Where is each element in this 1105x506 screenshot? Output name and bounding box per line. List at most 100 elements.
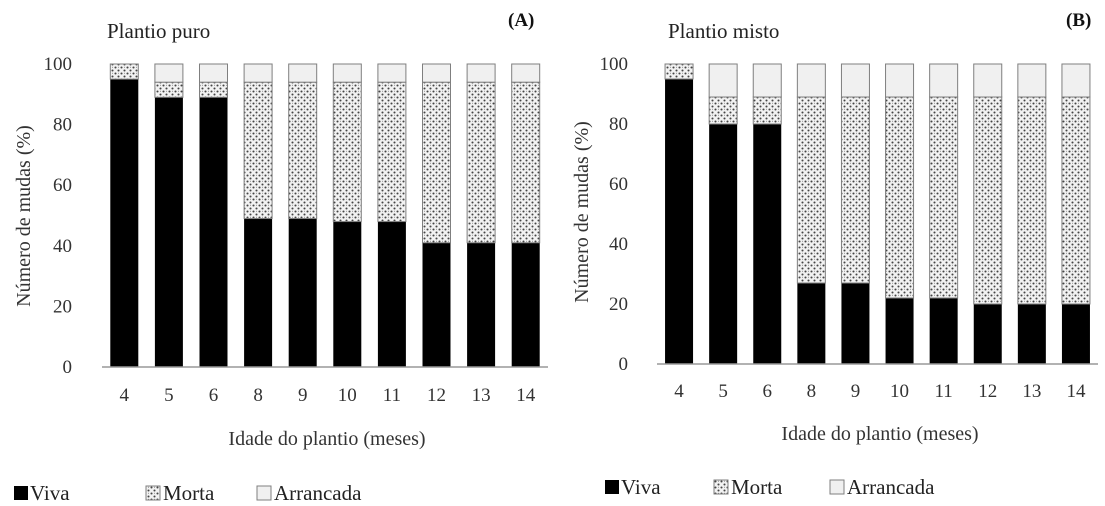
panel-b-x-tick-label: 11 — [935, 381, 953, 402]
panel-a-bar-morta-10 — [332, 81, 362, 223]
panel-a-bar-morta-14 — [511, 81, 541, 244]
panel-b-x-tick-label: 9 — [851, 381, 861, 402]
panel-a-x-axis-title: Idade do plantio (meses) — [228, 428, 425, 450]
panel-b-bar-viva-13 — [1017, 304, 1046, 364]
panel-b-bar-morta-6 — [752, 96, 782, 125]
panel-b-x-tick-label: 12 — [978, 381, 997, 402]
panel-a-x-tick-label: 4 — [120, 385, 130, 406]
panel-a-bar-arrancada-6 — [199, 63, 228, 83]
panel-b-title: Plantio misto — [668, 19, 779, 43]
panel-b-bar-arrancada-6 — [752, 63, 782, 98]
panel-b-y-tick-label: 100 — [600, 54, 629, 75]
panel-a-x-tick-label: 11 — [383, 385, 401, 406]
panel-a-bar-viva-6 — [199, 97, 228, 367]
panel-b-bar-arrancada-8 — [796, 63, 826, 98]
panel-a-y-tick-label: 20 — [53, 296, 72, 317]
panel-b-bar-morta-10 — [885, 96, 915, 299]
panel-a-x-tick-label: 10 — [338, 385, 357, 406]
panel-a-bar-viva-8 — [244, 218, 273, 367]
panel-b-bar-morta-9 — [840, 96, 870, 284]
panel-b-bar-arrancada-12 — [973, 63, 1003, 98]
panel-a-bar-morta-5 — [154, 81, 184, 98]
legend-a-viva-label: Viva — [30, 481, 70, 505]
legend-b-viva-swatch — [605, 480, 619, 494]
panel-b-bar-morta-5 — [708, 96, 738, 125]
legend-b-morta-swatch — [713, 479, 729, 495]
panel-b-bar-arrancada-14 — [1061, 63, 1091, 98]
panel-a-bar-morta-13 — [466, 81, 496, 244]
panel-a-title: Plantio puro — [107, 19, 210, 43]
panel-b-plot: 0 20 40 60 80 100 4 5 6 8 9 10 11 12 13 14 — [600, 54, 1098, 402]
panel-a-y-tick-label: 100 — [44, 54, 73, 75]
legend-a-arrancada-label: Arrancada — [274, 481, 362, 505]
panel-b-y-tick-label: 20 — [609, 294, 628, 315]
panel-b-bar-viva-10 — [885, 298, 914, 364]
panel-a-bar-arrancada-8 — [243, 63, 273, 83]
panel-a-x-tick-label: 14 — [516, 385, 536, 406]
panel-b-bar-viva-14 — [1061, 304, 1090, 364]
panel-a-x-tick-label: 8 — [253, 385, 263, 406]
panel-a-label: (A) — [508, 10, 534, 31]
panel-b-bar-morta-8 — [796, 96, 826, 284]
panel-a: Plantio puro (A) 0 20 40 60 80 100 4 5 6 8 9 10 11 12… — [13, 10, 548, 450]
panel-b-y-tick-label: 40 — [609, 234, 628, 255]
panel-b-x-tick-label: 14 — [1066, 381, 1086, 402]
legend-b-viva-label: Viva — [621, 475, 661, 499]
panel-a-bar-viva-12 — [422, 242, 451, 367]
panel-a-bar-morta-9 — [288, 81, 318, 220]
panel-b-y-tick-label: 0 — [619, 354, 629, 375]
panel-a-x-tick-label: 5 — [164, 385, 174, 406]
panel-a-bar-morta-8 — [243, 81, 273, 220]
panel-b-bar-morta-12 — [973, 96, 1003, 305]
panel-b-bar-viva-6 — [753, 124, 782, 364]
legend-b-morta-label: Morta — [731, 475, 783, 499]
panel-a-bar-arrancada-9 — [288, 63, 318, 83]
panel-b-x-tick-label: 13 — [1022, 381, 1041, 402]
panel-a-bar-viva-10 — [333, 221, 362, 367]
panel-a-bar-viva-13 — [467, 242, 496, 367]
panel-a-y-tick-label: 60 — [53, 175, 72, 196]
panel-b: Plantio misto (B) 0 20 40 60 80 100 4 5 6 8 9 10 11 1… — [571, 10, 1098, 445]
panel-b-bar-viva-12 — [973, 304, 1002, 364]
legend-a-morta-swatch — [145, 485, 161, 501]
legend-b-arrancada-swatch — [829, 479, 845, 495]
panel-a-bar-arrancada-13 — [466, 63, 496, 83]
panel-a-x-tick-label: 9 — [298, 385, 308, 406]
panel-a-bar-viva-4 — [110, 79, 139, 368]
panel-b-y-axis-title: Número de mudas (%) — [571, 121, 593, 303]
panel-a-bar-morta-12 — [422, 81, 451, 244]
panel-b-bar-morta-14 — [1061, 96, 1091, 305]
panel-a-bar-arrancada-5 — [154, 63, 184, 83]
panel-b-bar-viva-4 — [665, 79, 694, 364]
panel-b-bar-morta-13 — [1017, 96, 1047, 305]
panel-b-x-tick-label: 10 — [890, 381, 909, 402]
panel-a-bar-viva-14 — [511, 242, 540, 367]
panel-a-bar-morta-4 — [109, 63, 139, 80]
panel-a-bar-viva-5 — [154, 97, 183, 367]
panel-a-y-tick-label: 80 — [53, 115, 72, 136]
panel-b-x-axis-title: Idade do plantio (meses) — [781, 423, 978, 445]
panel-a-bar-morta-11 — [377, 81, 407, 223]
panel-b-x-tick-label: 5 — [718, 381, 728, 402]
legend-a-viva-swatch — [14, 486, 28, 500]
panel-b-bar-arrancada-9 — [840, 63, 870, 98]
panel-a-bar-viva-11 — [377, 221, 406, 367]
panel-a-x-tick-label: 6 — [209, 385, 219, 406]
panel-b-x-tick-label: 4 — [674, 381, 684, 402]
panel-b-bar-viva-11 — [929, 298, 958, 364]
panel-a-x-tick-label: 13 — [472, 385, 491, 406]
panel-b-x-tick-label: 8 — [807, 381, 817, 402]
panel-a-y-axis-title: Número de mudas (%) — [13, 125, 35, 307]
panel-b-y-tick-label: 80 — [609, 114, 628, 135]
panel-a-bar-arrancada-14 — [511, 63, 541, 83]
panel-b-label: (B) — [1066, 10, 1091, 31]
panel-a-y-tick-label: 40 — [53, 236, 72, 257]
panel-b-bar-viva-9 — [841, 283, 870, 364]
panel-b-bar-viva-5 — [709, 124, 738, 364]
panel-a-y-tick-label: 0 — [63, 357, 73, 378]
panel-b-y-tick-label: 60 — [609, 174, 628, 195]
panel-a-bar-arrancada-10 — [332, 63, 362, 83]
legend-b: Viva Morta Arrancada — [605, 475, 935, 499]
panel-a-bar-arrancada-11 — [377, 63, 407, 83]
